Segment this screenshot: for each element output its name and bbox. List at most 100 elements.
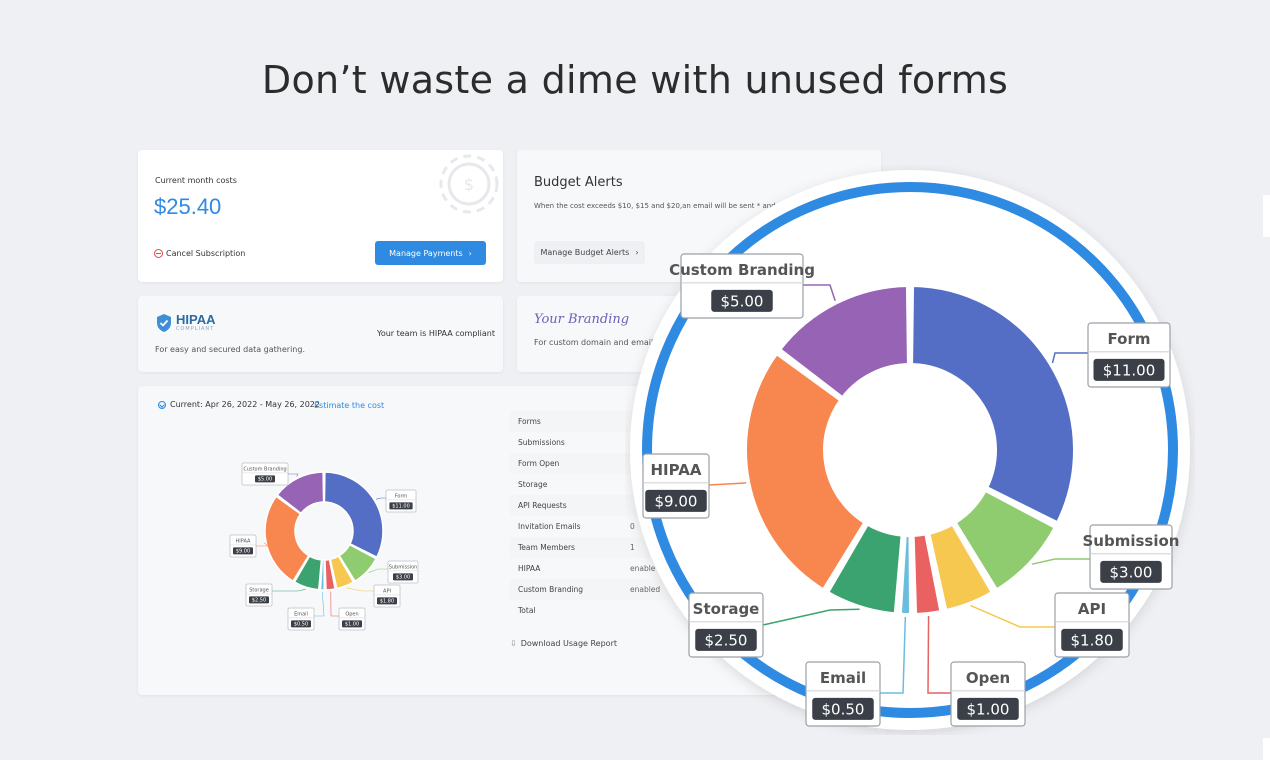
manage-budget-alerts-button[interactable]: Manage Budget Alerts › bbox=[534, 241, 645, 264]
slice-value-submission: $3.00 bbox=[396, 575, 410, 581]
slice-value-pill-custom-branding bbox=[711, 289, 773, 312]
current-costs-card: $ Current month costs $25.40 Cancel Subs… bbox=[138, 150, 503, 282]
usage-row-value: enable bbox=[630, 564, 656, 573]
usage-table-row: HIPAA enable bbox=[510, 558, 870, 579]
slice-name-storage: Storage bbox=[249, 587, 269, 593]
leader-line-email bbox=[880, 616, 907, 694]
slice-name-submission: Submission bbox=[1083, 532, 1180, 550]
slice-value-hipaa: $9.00 bbox=[655, 493, 698, 511]
slice-name-submission: Submission bbox=[389, 564, 418, 570]
leader-line-custom-branding bbox=[803, 284, 836, 301]
usage-row-key: Storage bbox=[518, 480, 548, 489]
slice-value-pill-submission bbox=[393, 573, 413, 581]
usage-table-row: Submissions bbox=[510, 432, 870, 453]
slice-value-pill-api bbox=[1061, 628, 1123, 651]
donut-slice-submission bbox=[338, 543, 377, 582]
gear-dollar-watermark-icon: $ bbox=[439, 154, 499, 214]
hipaa-status: Your team is HIPAA compliant bbox=[377, 329, 495, 338]
slice-name-api: API bbox=[1078, 600, 1106, 618]
slice-value-hipaa: $9.00 bbox=[236, 549, 250, 555]
slice-name-open: Open bbox=[966, 669, 1010, 687]
manage-payments-label: Manage Payments bbox=[389, 248, 463, 258]
budget-title: Budget Alerts bbox=[534, 175, 623, 190]
donut-slice-hipaa bbox=[743, 350, 868, 593]
leader-line-api bbox=[346, 587, 374, 592]
slice-value-pill-storage bbox=[249, 596, 269, 604]
costs-label: Current month costs bbox=[155, 176, 237, 185]
minus-circle-icon bbox=[154, 249, 163, 258]
manage-payments-button[interactable]: Manage Payments › bbox=[375, 241, 486, 265]
cancel-subscription-label: Cancel Subscription bbox=[166, 249, 246, 258]
slice-value-open: $1.00 bbox=[967, 701, 1010, 719]
edge-fragment bbox=[1263, 195, 1270, 237]
donut-slice-form bbox=[909, 283, 1077, 526]
usage-row-value: 0 bbox=[630, 522, 635, 531]
leader-line-open bbox=[927, 615, 951, 694]
donut-slice-submission bbox=[952, 487, 1058, 593]
cancel-subscription-link[interactable]: Cancel Subscription bbox=[154, 249, 245, 258]
donut-slice-api bbox=[926, 521, 995, 614]
donut-slice-custom-branding bbox=[777, 283, 911, 401]
usage-row-key: Submissions bbox=[518, 438, 565, 447]
manage-budget-alerts-label: Manage Budget Alerts bbox=[540, 248, 630, 257]
slice-value-pill-hipaa bbox=[645, 489, 707, 512]
download-icon: ⇩ bbox=[510, 639, 517, 648]
usage-row-key: Team Members bbox=[518, 543, 575, 552]
leader-line-hipaa bbox=[708, 481, 747, 486]
chevron-down-circle-icon bbox=[158, 400, 166, 409]
headline: Don’t waste a dime with unused forms bbox=[261, 58, 1009, 102]
donut-slice-open bbox=[324, 558, 336, 591]
slice-name-form: Form bbox=[1108, 330, 1151, 348]
download-usage-report-label: Download Usage Report bbox=[520, 639, 617, 648]
leader-line-open bbox=[330, 591, 339, 617]
chevron-right-icon: › bbox=[468, 248, 472, 258]
usage-row-value: 1 bbox=[630, 543, 635, 552]
shield-icon bbox=[157, 314, 171, 332]
slice-name-open: Open bbox=[345, 611, 358, 617]
usage-row-key: Form Open bbox=[518, 459, 560, 468]
slice-name-email: Email bbox=[820, 669, 866, 687]
slice-value-email: $0.50 bbox=[822, 701, 865, 719]
slice-value-pill-submission bbox=[1100, 560, 1162, 583]
leader-line-api bbox=[970, 604, 1055, 628]
chevron-right-icon: › bbox=[635, 248, 639, 257]
billing-period: Current: Apr 26, 2022 - May 26, 2022 bbox=[158, 400, 320, 409]
zoom-ring bbox=[642, 182, 1178, 718]
costs-amount: $25.40 bbox=[154, 194, 222, 219]
download-usage-report-link[interactable]: ⇩ Download Usage Report bbox=[510, 639, 617, 648]
slice-value-storage: $2.50 bbox=[705, 632, 748, 650]
hipaa-logo-word: HIPAA bbox=[176, 312, 216, 327]
donut-slice-storage bbox=[825, 521, 905, 617]
budget-description: When the cost exceeds $10, $15 and $20,a… bbox=[534, 202, 776, 210]
hipaa-logo-sub: COMPLIANT bbox=[176, 326, 215, 332]
usage-table-row: Total bbox=[510, 600, 870, 621]
slice-name-custom-branding: Custom Branding bbox=[243, 466, 286, 472]
hipaa-logo: HIPAA COMPLIANT bbox=[155, 313, 215, 333]
slice-value-form: $11.00 bbox=[392, 504, 410, 510]
usage-row-key: Invitation Emails bbox=[518, 522, 581, 531]
usage-row-key: Custom Branding bbox=[518, 585, 584, 594]
slice-value-pill-storage bbox=[695, 628, 757, 651]
slice-name-custom-branding: Custom Branding bbox=[669, 261, 815, 279]
leader-line-storage bbox=[272, 588, 306, 592]
branding-title: Your Branding bbox=[534, 312, 630, 327]
slice-value-custom-branding: $5.00 bbox=[258, 477, 272, 483]
edge-fragment bbox=[1263, 738, 1270, 760]
donut-slice-form bbox=[323, 471, 384, 558]
slice-value-pill-form bbox=[389, 502, 413, 510]
donut-slice-email bbox=[319, 559, 325, 591]
slice-label-box-custom-branding bbox=[241, 462, 289, 486]
slice-value-email: $0.50 bbox=[294, 622, 308, 628]
leader-line-submission bbox=[368, 568, 388, 573]
slice-value-api: $1.80 bbox=[380, 599, 394, 605]
usage-row-key: HIPAA bbox=[518, 564, 541, 573]
donut-slice-storage bbox=[293, 555, 323, 591]
slice-value-pill-email bbox=[291, 620, 311, 628]
branding-description: For custom domain and email bbox=[534, 338, 654, 347]
estimate-cost-link[interactable]: Estimate the cost bbox=[314, 401, 385, 410]
donut-slice-email bbox=[897, 532, 914, 617]
usage-row-key: Forms bbox=[518, 417, 541, 426]
slice-value-api: $1.80 bbox=[1071, 632, 1114, 650]
slice-value-storage: $2.50 bbox=[252, 598, 266, 604]
slice-value-open: $1.00 bbox=[345, 622, 359, 628]
